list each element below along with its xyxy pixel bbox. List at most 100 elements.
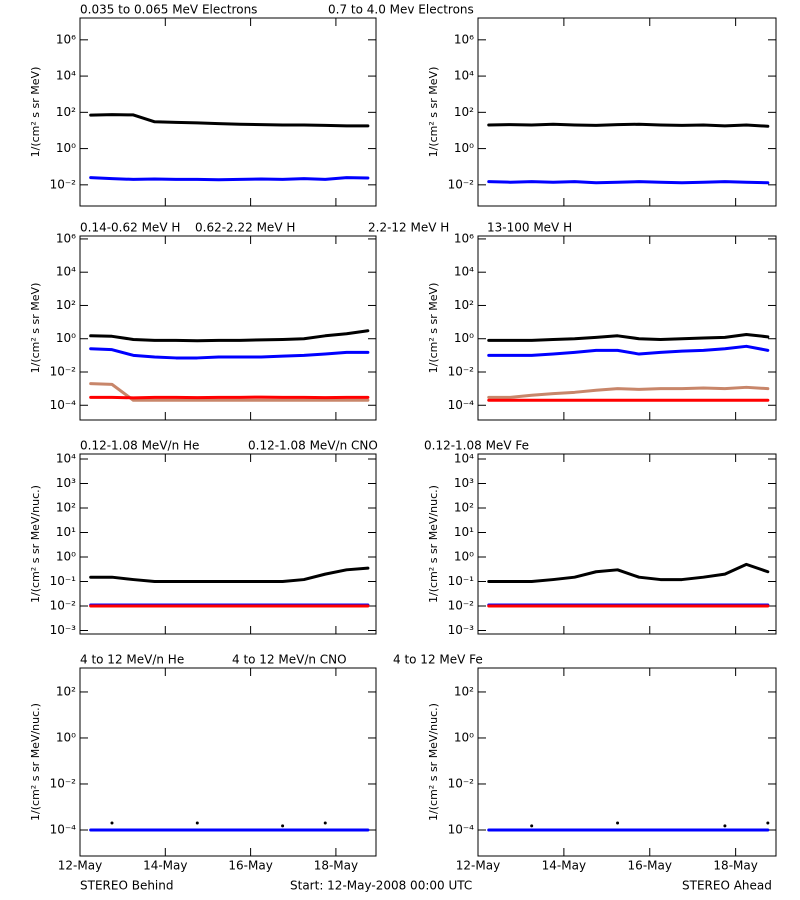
y-axis-label: 1/(cm² s sr MeV/nuc.) [29,703,42,821]
y-tick-label: 10⁴ [454,265,474,279]
y-tick-label: 10² [56,298,76,312]
y-tick-label: 10⁶ [454,32,474,46]
y-axis-label: 1/(cm² s sr MeV) [29,67,42,158]
y-tick-label: 10¹ [56,525,76,539]
legend-entry: 0.12-1.08 MeV Fe [424,439,529,453]
legend-entry: 2.2-12 MeV H [368,221,449,235]
y-tick-label: 10³ [56,476,76,490]
plot-frame [477,453,777,635]
x-tick-label: 16-May [228,859,272,873]
y-tick-label: 10⁰ [56,550,76,564]
y-tick-label: 10⁴ [56,452,76,466]
plot-frame [477,667,777,857]
y-axis-label: 1/(cm² s sr MeV) [427,67,440,158]
y-axis-label: 1/(cm² s sr MeV/nuc.) [427,703,440,821]
series-line [89,176,370,182]
footer-left: STEREO Behind [80,879,174,893]
series-line [89,329,370,343]
legend-entry: 4 to 12 MeV/n He [80,653,184,667]
series-line [487,562,770,584]
y-tick-label: 10⁰ [454,550,474,564]
y-tick-label: 10⁻¹ [50,574,77,588]
y-tick-label: 10⁻² [448,599,475,613]
y-tick-label: 10² [454,298,474,312]
x-tick-label: 14-May [542,859,586,873]
y-tick-label: 10² [454,105,474,119]
y-axis-label: 1/(cm² s sr MeV/nuc.) [29,485,42,603]
y-axis-label: 1/(cm² s sr MeV) [427,283,440,374]
legend-entry: 13-100 MeV H [487,221,572,235]
y-tick-label: 10⁰ [56,730,76,744]
series-line [110,821,327,828]
series-line [487,385,770,399]
y-tick-label: 10⁴ [56,265,76,279]
series-line [89,113,370,128]
y-tick-label: 10⁰ [56,141,76,155]
plot-frame [477,17,777,207]
series-line [530,821,770,828]
x-tick-label: 14-May [143,859,187,873]
y-tick-label: 10⁻⁴ [448,822,475,836]
y-tick-label: 10⁻² [50,177,77,191]
y-tick-label: 10² [454,501,474,515]
x-tick-label: 12-May [58,859,102,873]
y-tick-label: 10⁻⁴ [50,822,77,836]
plot-frame [477,235,777,421]
y-tick-label: 10⁻² [448,177,475,191]
y-tick-label: 10³ [454,476,474,490]
footer-center: Start: 12-May-2008 00:00 UTC [290,879,472,893]
series-line [89,382,370,402]
y-tick-label: 10² [454,684,474,698]
y-tick-label: 10⁻³ [448,623,475,637]
plot-frame [79,235,377,421]
x-tick-label: 18-May [713,859,757,873]
legend-entry: 4 to 12 MeV Fe [393,653,483,667]
series-line [89,566,370,584]
y-tick-label: 10⁶ [56,231,76,245]
series-line [487,332,770,342]
y-axis-label: 1/(cm² s sr MeV) [29,283,42,374]
x-tick-label: 16-May [628,859,672,873]
y-tick-label: 10⁰ [454,331,474,345]
y-tick-label: 10⁻⁴ [50,398,77,412]
plot-frame [79,667,377,857]
y-tick-label: 10⁻² [50,599,77,613]
legend-entry: 0.62-2.22 MeV H [195,221,295,235]
plot-frame [79,453,377,635]
legend-entry: 0.12-1.08 MeV/n He [80,439,199,453]
y-tick-label: 10⁻² [448,776,475,790]
y-tick-label: 10² [56,684,76,698]
series-line [89,395,370,400]
y-tick-label: 10¹ [454,525,474,539]
y-tick-label: 10⁰ [454,141,474,155]
y-tick-label: 10⁻³ [50,623,77,637]
x-tick-label: 12-May [456,859,500,873]
footer-right: STEREO Ahead [682,879,772,893]
y-tick-label: 10⁴ [454,69,474,83]
y-tick-label: 10⁻⁴ [448,398,475,412]
y-tick-label: 10⁶ [454,231,474,245]
y-tick-label: 10⁰ [454,730,474,744]
y-axis-label: 1/(cm² s sr MeV/nuc.) [427,485,440,603]
series-line [89,347,370,360]
y-tick-label: 10² [56,501,76,515]
legend-entry: 0.14-0.62 MeV H [80,221,180,235]
y-tick-label: 10⁰ [56,331,76,345]
legend-entry: 0.7 to 4.0 Mev Electrons [328,3,474,17]
y-tick-label: 10⁶ [56,32,76,46]
legend-entry: 4 to 12 MeV/n CNO [232,653,347,667]
x-tick-label: 18-May [314,859,358,873]
series-line [487,180,770,185]
y-tick-label: 10⁴ [454,452,474,466]
y-tick-label: 10² [56,105,76,119]
y-tick-label: 10⁻¹ [448,574,475,588]
legend-entry: 0.035 to 0.065 MeV Electrons [80,3,257,17]
y-tick-label: 10⁻² [50,364,77,378]
series-line [487,122,770,128]
y-tick-label: 10⁴ [56,69,76,83]
legend-entry: 0.12-1.08 MeV/n CNO [248,439,378,453]
series-line [487,344,770,357]
y-tick-label: 10⁻² [50,776,77,790]
y-tick-label: 10⁻² [448,364,475,378]
